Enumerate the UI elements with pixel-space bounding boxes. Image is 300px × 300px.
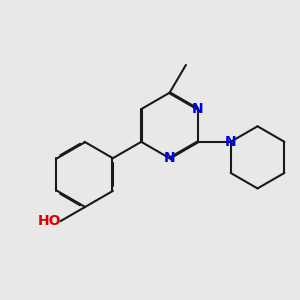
Text: N: N <box>164 151 176 165</box>
Text: HO: HO <box>37 214 61 228</box>
Text: N: N <box>225 135 236 149</box>
Text: N: N <box>192 102 204 116</box>
